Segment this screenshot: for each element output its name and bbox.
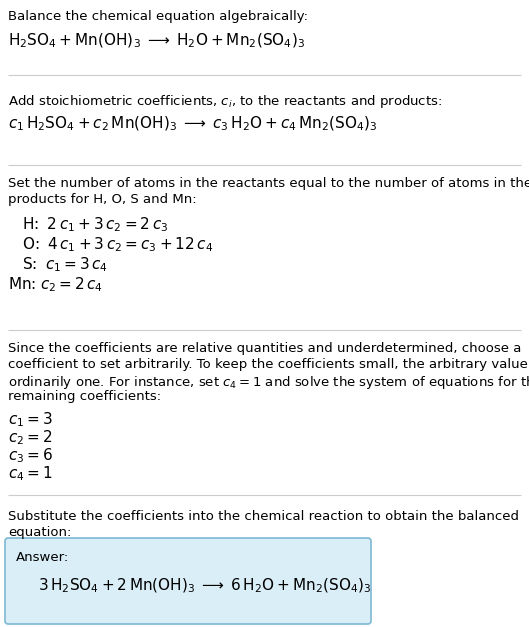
Text: S:$\;\; c_1 = 3\,c_4$: S:$\;\; c_1 = 3\,c_4$	[22, 255, 108, 274]
Text: Add stoichiometric coefficients, $c_i$, to the reactants and products:: Add stoichiometric coefficients, $c_i$, …	[8, 93, 442, 110]
Text: H:$\;\; 2\,c_1 + 3\,c_2 = 2\,c_3$: H:$\;\; 2\,c_1 + 3\,c_2 = 2\,c_3$	[22, 215, 168, 234]
Text: Balance the chemical equation algebraically:: Balance the chemical equation algebraica…	[8, 10, 308, 23]
Text: Since the coefficients are relative quantities and underdetermined, choose a: Since the coefficients are relative quan…	[8, 342, 522, 355]
Text: $c_1\, \mathrm{H_2SO_4} + c_2\, \mathrm{Mn(OH)_3} \;\longrightarrow\; c_3\, \mat: $c_1\, \mathrm{H_2SO_4} + c_2\, \mathrm{…	[8, 115, 378, 134]
Text: $c_2 = 2$: $c_2 = 2$	[8, 428, 52, 446]
Text: $c_1 = 3$: $c_1 = 3$	[8, 410, 53, 429]
Text: Answer:: Answer:	[16, 551, 69, 564]
Text: $c_3 = 6$: $c_3 = 6$	[8, 446, 53, 465]
Text: ordinarily one. For instance, set $c_4 = 1$ and solve the system of equations fo: ordinarily one. For instance, set $c_4 =…	[8, 374, 529, 391]
Text: products for H, O, S and Mn:: products for H, O, S and Mn:	[8, 193, 197, 206]
Text: equation:: equation:	[8, 526, 71, 539]
Text: $c_4 = 1$: $c_4 = 1$	[8, 464, 52, 483]
Text: Set the number of atoms in the reactants equal to the number of atoms in the: Set the number of atoms in the reactants…	[8, 177, 529, 190]
Text: $\mathrm{H_2SO_4 + Mn(OH)_3 \;\longrightarrow\; H_2O + Mn_2(SO_4)_3}$: $\mathrm{H_2SO_4 + Mn(OH)_3 \;\longright…	[8, 32, 305, 50]
Text: $3\,\mathrm{H_2SO_4} + 2\,\mathrm{Mn(OH)_3} \;\longrightarrow\; 6\,\mathrm{H_2O}: $3\,\mathrm{H_2SO_4} + 2\,\mathrm{Mn(OH)…	[38, 577, 372, 596]
Text: remaining coefficients:: remaining coefficients:	[8, 390, 161, 403]
Text: Substitute the coefficients into the chemical reaction to obtain the balanced: Substitute the coefficients into the che…	[8, 510, 519, 523]
Text: O:$\;\; 4\,c_1 + 3\,c_2 = c_3 + 12\,c_4$: O:$\;\; 4\,c_1 + 3\,c_2 = c_3 + 12\,c_4$	[22, 235, 213, 254]
Text: Mn:$\; c_2 = 2\,c_4$: Mn:$\; c_2 = 2\,c_4$	[8, 275, 103, 293]
FancyBboxPatch shape	[5, 538, 371, 624]
Text: coefficient to set arbitrarily. To keep the coefficients small, the arbitrary va: coefficient to set arbitrarily. To keep …	[8, 358, 529, 371]
